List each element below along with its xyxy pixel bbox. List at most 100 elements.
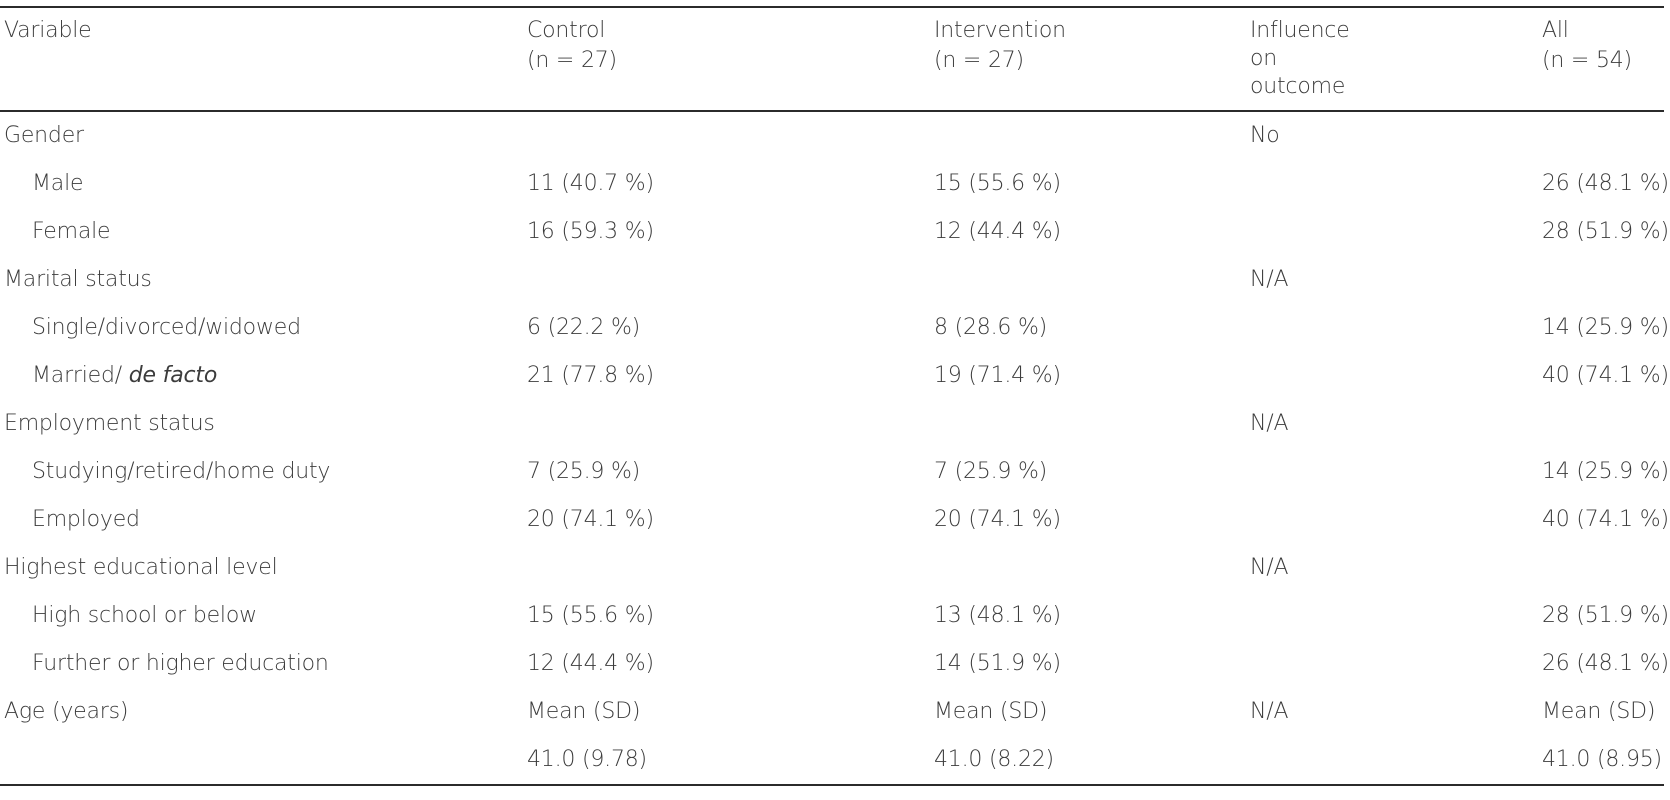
header-intervention: Intervention (n = 27): [930, 7, 1246, 111]
cell-influence: [1246, 448, 1538, 496]
cell-control: [523, 111, 930, 160]
cell-intervention: Mean (SD): [934, 699, 1048, 724]
cell-influence: [1246, 160, 1538, 208]
table-row: Employment status N/A: [0, 400, 1664, 448]
cell-intervention: 14 (51.9 %): [934, 651, 1061, 676]
header-control-label: Control: [527, 18, 606, 43]
cell-variable: Highest educational level: [4, 555, 278, 580]
header-influence-line2: on: [1250, 46, 1278, 71]
header-intervention-label: Intervention: [934, 18, 1066, 43]
cell-intervention: [930, 111, 1246, 160]
cell-variable: Gender: [4, 123, 84, 148]
cell-all: 28 (51.9 %): [1542, 603, 1669, 628]
cell-intervention: 7 (25.9 %): [934, 459, 1048, 484]
cell-all: 26 (48.1 %): [1542, 171, 1669, 196]
header-control: Control (n = 27): [523, 7, 930, 111]
table-row: Highest educational level N/A: [0, 544, 1664, 592]
cell-variable-text: Married/: [32, 363, 129, 388]
cell-all: 40 (74.1 %): [1542, 507, 1669, 532]
cell-intervention: 41.0 (8.22): [934, 747, 1054, 772]
header-row: Variable Control (n = 27) Intervention (…: [0, 7, 1664, 111]
cell-intervention: [930, 400, 1246, 448]
demographics-table: Variable Control (n = 27) Intervention (…: [0, 6, 1669, 786]
cell-influence: [1246, 496, 1538, 544]
cell-variable: Employment status: [4, 411, 215, 436]
header-all-n: (n = 54): [1542, 48, 1632, 73]
cell-influence: N/A: [1250, 411, 1289, 436]
cell-all: [1538, 111, 1664, 160]
cell-influence: [1246, 736, 1538, 785]
cell-all: 14 (25.9 %): [1542, 459, 1669, 484]
header-influence: Influence on outcome: [1246, 7, 1538, 111]
cell-influence: [1246, 208, 1538, 256]
cell-control: 7 (25.9 %): [527, 459, 641, 484]
cell-intervention: 8 (28.6 %): [934, 315, 1048, 340]
header-variable: Variable: [4, 18, 92, 43]
cell-all: [1538, 544, 1664, 592]
cell-influence: [1246, 592, 1538, 640]
cell-all: 41.0 (8.95): [1542, 747, 1662, 772]
cell-variable: Studying/retired/home duty: [32, 459, 331, 484]
table-row: Female 16 (59.3 %) 12 (44.4 %) 28 (51.9 %): [0, 208, 1669, 256]
cell-control: [523, 544, 930, 592]
cell-control: [523, 256, 930, 304]
cell-all: 14 (25.9 %): [1542, 315, 1669, 340]
table-header: Variable Control (n = 27) Intervention (…: [0, 7, 1664, 111]
cell-all: 28 (51.9 %): [1542, 219, 1669, 244]
cell-influence: [1246, 304, 1538, 352]
cell-intervention: 12 (44.4 %): [934, 219, 1061, 244]
cell-control: 41.0 (9.78): [527, 747, 647, 772]
table-row: Further or higher education 12 (44.4 %) 14…: [0, 640, 1669, 688]
cell-variable: Further or higher education: [32, 651, 329, 676]
table-row: Age (years) Mean (SD) Mean (SD) N/A Mean (SD…: [0, 688, 1664, 736]
cell-control: 12 (44.4 %): [527, 651, 654, 676]
cell-control: 11 (40.7 %): [527, 171, 654, 196]
cell-intervention: 13 (48.1 %): [934, 603, 1061, 628]
cell-control: Mean (SD): [527, 699, 641, 724]
table-row: Single/divorced/widowed 6 (22.2 %) 8 (28.6…: [0, 304, 1669, 352]
table-row: Studying/retired/home duty 7 (25.9 %) 7 (2…: [0, 448, 1669, 496]
cell-variable: [0, 736, 523, 785]
header-influence-line1: Influence: [1250, 18, 1350, 43]
cell-variable: Married/ de facto: [0, 352, 523, 400]
cell-intervention: 20 (74.1 %): [934, 507, 1061, 532]
cell-intervention: [930, 256, 1246, 304]
cell-variable: Employed: [32, 507, 140, 532]
cell-control: 15 (55.6 %): [527, 603, 654, 628]
cell-control: 16 (59.3 %): [527, 219, 654, 244]
cell-all: [1538, 400, 1664, 448]
table-row: Marital status N/A: [0, 256, 1664, 304]
cell-influence: N/A: [1250, 699, 1289, 724]
cell-influence: No: [1250, 123, 1280, 148]
cell-control: [523, 400, 930, 448]
cell-variable: Single/divorced/widowed: [32, 315, 301, 340]
cell-all: 40 (74.1 %): [1542, 363, 1669, 388]
cell-variable: Age (years): [4, 699, 129, 724]
table-body: Gender No Male 11 (40.7 %) 15 (55.6 %) 26 (48…: [0, 111, 1669, 785]
header-influence-line3: outcome: [1250, 74, 1346, 99]
cell-influence: [1246, 352, 1538, 400]
demographics-table-container: Variable Control (n = 27) Intervention (…: [0, 6, 1669, 786]
table-row: Employed 20 (74.1 %) 20 (74.1 %) 40 (74.1 %…: [0, 496, 1669, 544]
cell-influence: [1246, 640, 1538, 688]
cell-all: [1538, 256, 1664, 304]
cell-control: 6 (22.2 %): [527, 315, 641, 340]
header-all-label: All: [1542, 18, 1569, 43]
cell-variable: Male: [32, 171, 84, 196]
cell-variable: Female: [32, 219, 111, 244]
table-row: Married/ de facto 21 (77.8 %) 19 (71.4 %) 4…: [0, 352, 1669, 400]
cell-intervention: 19 (71.4 %): [934, 363, 1061, 388]
table-row: High school or below 15 (55.6 %) 13 (48.1 …: [0, 592, 1669, 640]
cell-all: Mean (SD): [1542, 699, 1656, 724]
header-control-n: (n = 27): [527, 48, 617, 73]
cell-influence: N/A: [1250, 555, 1289, 580]
cell-intervention: [930, 544, 1246, 592]
cell-all: 26 (48.1 %): [1542, 651, 1669, 676]
cell-control: 20 (74.1 %): [527, 507, 654, 532]
cell-control: 21 (77.8 %): [527, 363, 654, 388]
cell-variable: Marital status: [4, 267, 152, 292]
table-row: 41.0 (9.78) 41.0 (8.22) 41.0 (8.95): [0, 736, 1664, 785]
table-row: Gender No: [0, 111, 1664, 160]
cell-intervention: 15 (55.6 %): [934, 171, 1061, 196]
cell-variable-italic-text: de facto: [128, 363, 218, 388]
